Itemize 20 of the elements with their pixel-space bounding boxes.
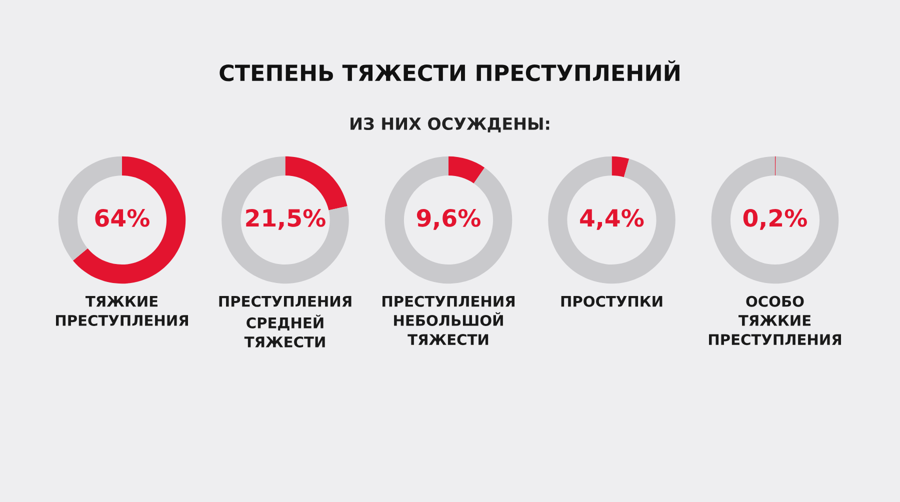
donut-slice bbox=[285, 156, 348, 210]
text: 21,5% bbox=[246, 208, 326, 230]
text: ПРОСТУПКИ bbox=[561, 296, 662, 307]
text: СТЕПЕНЬ ТЯЖЕСТИ ПРЕСТУПЛЕНИЙ bbox=[220, 60, 680, 82]
text: ПРЕСТУПЛЕНИЯ НЕБОЛЬШОЙ ТЯЖЕСТИ bbox=[382, 296, 514, 346]
text: 64% bbox=[95, 208, 150, 227]
donut-slice bbox=[548, 156, 676, 284]
donut-slice bbox=[384, 156, 512, 284]
donut-slice bbox=[222, 156, 349, 284]
donut-slice bbox=[72, 156, 186, 284]
text: 9,6% bbox=[416, 208, 480, 230]
text: ОСОБО ТЯЖКИЕ ПРЕСТУПЛЕНИЯ bbox=[709, 296, 841, 346]
text: ИЗ НИХ ОСУЖДЕНЫ: bbox=[350, 117, 550, 132]
text: ТЯЖКИЕ ПРЕСТУПЛЕНИЯ bbox=[56, 296, 188, 326]
text: 4,4% bbox=[580, 208, 644, 230]
text: 0,2% bbox=[743, 208, 807, 230]
donut-slice bbox=[612, 156, 630, 178]
donut-slice bbox=[711, 156, 839, 284]
donut-slice bbox=[448, 156, 485, 184]
text: ПРЕСТУПЛЕНИЯ СРЕДНЕЙ ТЯЖЕСТИ bbox=[219, 296, 352, 348]
